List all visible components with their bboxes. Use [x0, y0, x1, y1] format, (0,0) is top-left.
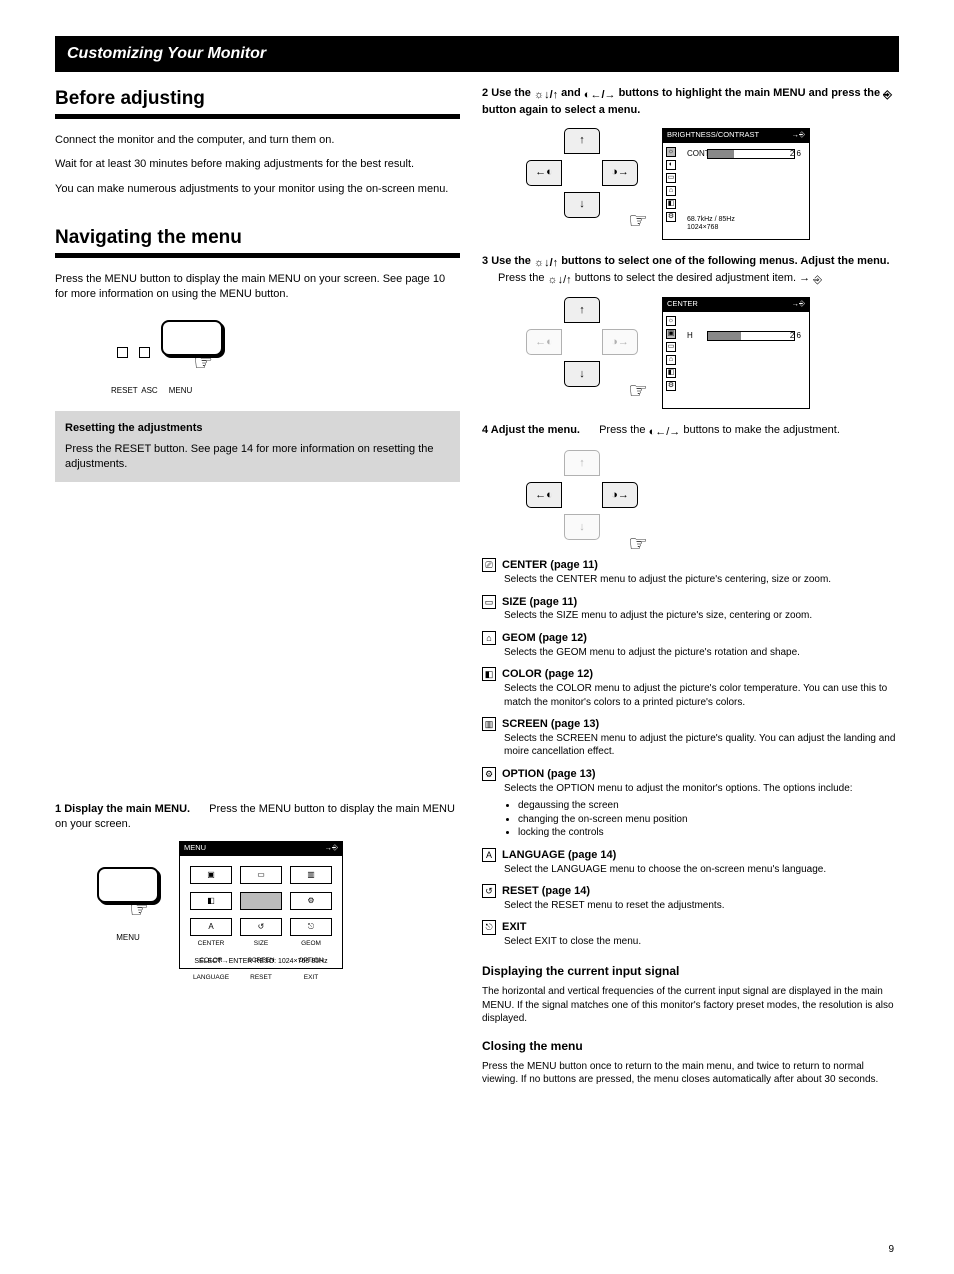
menu-osd-title: MENU [184, 843, 206, 855]
cap-2: GEOM [290, 940, 332, 949]
osd-cell-color: ◧ [190, 892, 232, 910]
menu-list-item: ↺RESET (page 14)Select the RESET menu to… [482, 884, 897, 912]
osd-cell-geom: ▥ [290, 866, 332, 884]
osd1-val: 2 6 [790, 149, 801, 160]
menu-list-item: ⎚CENTER (page 11)Selects the CENTER menu… [482, 558, 897, 586]
dpad-down: ↓ [564, 192, 600, 218]
right-column: 2 Use the ☼↓/↑ and ◐←/→ buttons to highl… [482, 86, 897, 1087]
reset-asc-menu-row: ☞ RESET ASC MENU [117, 320, 460, 398]
cap-6: LANGUAGE [190, 974, 232, 983]
menu-list-item: ▭SIZE (page 11)Selects the SIZE menu to … [482, 595, 897, 623]
menu-list-item: ◧COLOR (page 12)Selects the COLOR menu t… [482, 667, 897, 709]
osd-cell-exit: ⎋ [290, 918, 332, 936]
menu-button-illustration: ☞ [161, 320, 223, 356]
before-adjusting-title: Before adjusting [55, 86, 460, 112]
dpad-ud: ↑ ↓ ←◐ ◑→ ☞ [522, 297, 642, 387]
osd-cell-center: ▣ [190, 866, 232, 884]
dpad-lr: ↑ ↓ ←◐ ◑→ ☞ [522, 450, 642, 540]
hand-icon-4: ☞ [628, 376, 648, 406]
osd1-res: 1024×768 [687, 223, 718, 232]
cap-1: SIZE [240, 940, 282, 949]
hand-icon: ☞ [193, 348, 213, 378]
reset-key-icon [117, 347, 128, 358]
step1-title: Display the main MENU. [64, 803, 190, 815]
osd1-title: BRIGHTNESS/CONTRAST [667, 130, 759, 142]
asc-label: ASC [141, 386, 163, 397]
before-p1: Connect the monitor and the computer, an… [55, 133, 460, 148]
section-header-text: Customizing Your Monitor [67, 43, 266, 65]
osd2-title: CENTER [667, 299, 698, 311]
dpad-up-2: ↑ [564, 297, 600, 323]
before-p3: You can make numerous adjustments to you… [55, 182, 460, 197]
menu-button-2: ☞ MENU [97, 867, 159, 945]
gray-reset-box: Resetting the adjustments Press the RESE… [55, 411, 460, 482]
menu-list-item: ⌂GEOM (page 12)Selects the GEOM menu to … [482, 631, 897, 659]
osd-cell-reset: ↺ [240, 918, 282, 936]
left-column: Before adjusting Connect the monitor and… [55, 86, 460, 969]
dpad-all: ↑ ↓ ←◐ ◑→ ☞ [522, 128, 642, 218]
title-rule [55, 114, 460, 119]
close-body: Press the MENU button once to return to … [482, 1060, 897, 1087]
menu-list-item: ⎋EXITSelect EXIT to close the menu. [482, 920, 897, 948]
step2: 2 Use the ☼↓/↑ and ◐←/→ buttons to highl… [482, 86, 897, 118]
osd2-row: H [687, 331, 693, 342]
dpad-right: ◑→ [602, 160, 638, 186]
dpad-right-3: ◑→ [602, 482, 638, 508]
cap-7: RESET [240, 974, 282, 983]
close-title: Closing the menu [482, 1038, 897, 1054]
signals-title: Displaying the current input signal [482, 963, 897, 979]
dpad-left: ←◐ [526, 160, 562, 186]
page-number: 9 [888, 1243, 894, 1257]
menu-list: ⎚CENTER (page 11)Selects the CENTER menu… [482, 558, 897, 949]
section-header: Customizing Your Monitor [55, 36, 899, 72]
dpad-left-2: ←◐ [526, 329, 562, 355]
menu-label: MENU [165, 386, 195, 397]
reset-label: RESET [111, 386, 139, 397]
osd-center: CENTER→⎆ ☼▣▭⌂◧⚙ H 2 6 [662, 297, 810, 409]
step4: 4 Adjust the menu. Press the ◐←/→ button… [482, 423, 897, 440]
step1: 1 Display the main MENU. Press the MENU … [55, 802, 460, 832]
menu-list-item: ALANGUAGE (page 14)Select the LANGUAGE m… [482, 848, 897, 876]
osd-bc: BRIGHTNESS/CONTRAST→⎆ ☼◐▭⌂◧⚙ CONTRAST 2 … [662, 128, 810, 240]
step3: 3 Use the ☼↓/↑ buttons to select one of … [482, 254, 897, 288]
dpad-right-2: ◑→ [602, 329, 638, 355]
osd-cell-screen [240, 892, 282, 910]
hand-icon-5: ☞ [628, 529, 648, 559]
nav-title: Navigating the menu [55, 225, 460, 251]
asc-key-icon [139, 347, 150, 358]
nav-p1: Press the MENU button to display the mai… [55, 272, 460, 302]
osd2-val: 2 6 [790, 331, 801, 342]
dpad-left-3: ←◐ [526, 482, 562, 508]
dpad-up: ↑ [564, 128, 600, 154]
cap-8: EXIT [290, 974, 332, 983]
menu-list-item: ⚙OPTION (page 13)Selects the OPTION menu… [482, 767, 897, 840]
menu-osd-footer: SELECT→ENTER RESO: 1024×768 85Hz [180, 957, 342, 966]
dpad-up-3: ↑ [564, 450, 600, 476]
button-labels: RESET ASC MENU [111, 386, 460, 397]
dpad-down-2: ↓ [564, 361, 600, 387]
step1-block: 1 Display the main MENU. Press the MENU … [55, 802, 460, 970]
menu-label-2: MENU [97, 933, 159, 944]
hand-icon-3: ☞ [628, 206, 648, 236]
before-p2: Wait for at least 30 minutes before maki… [55, 157, 460, 172]
gray-body: Press the RESET button. See page 14 for … [65, 442, 450, 472]
cap-0: CENTER [190, 940, 232, 949]
gray-title: Resetting the adjustments [65, 421, 450, 436]
menu-list-item: ▥SCREEN (page 13)Selects the SCREEN menu… [482, 717, 897, 759]
osd-cell-option: ⚙ [290, 892, 332, 910]
nav-rule [55, 253, 460, 258]
signals-body: The horizontal and vertical frequencies … [482, 985, 897, 1026]
dpad-down-3: ↓ [564, 514, 600, 540]
menu-osd: MENU→⎆ ▣ ▭ ▥ ◧ ⚙ A ↺ ⎋ CENTER SIZE GEOM … [179, 841, 343, 969]
osd-cell-size: ▭ [240, 866, 282, 884]
hand-icon-2: ☞ [129, 895, 149, 925]
osd-cell-lang: A [190, 918, 232, 936]
